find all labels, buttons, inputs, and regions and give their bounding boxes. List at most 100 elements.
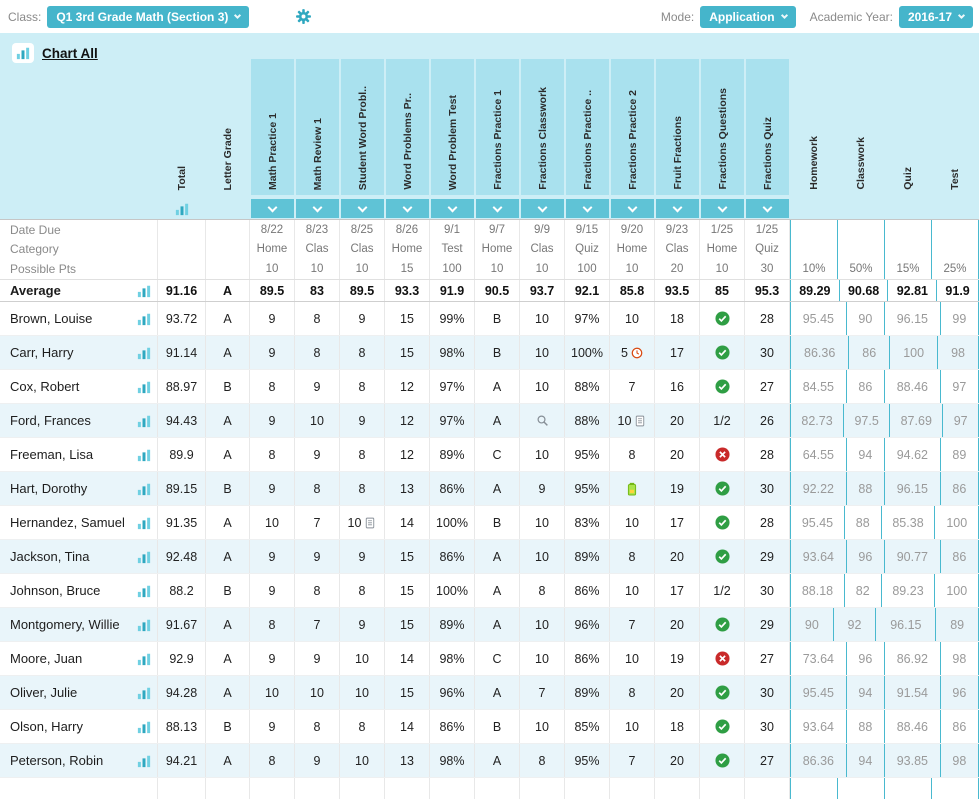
grade-cell[interactable]: 96% <box>430 676 475 709</box>
grade-cell[interactable]: 30 <box>745 710 790 743</box>
grade-cell[interactable]: 9 <box>295 642 340 675</box>
grade-cell[interactable]: 13 <box>385 744 430 777</box>
grade-cell[interactable]: 89% <box>565 540 610 573</box>
grade-cell[interactable]: 10 <box>340 744 385 777</box>
grade-cell[interactable]: 10 <box>520 642 565 675</box>
assignment-menu-button[interactable] <box>476 199 519 218</box>
student-chart-icon[interactable] <box>137 754 151 768</box>
grade-cell[interactable]: 8 <box>340 472 385 505</box>
grade-cell[interactable]: B <box>475 302 520 335</box>
mode-dropdown[interactable]: Application <box>700 5 796 28</box>
assignment-menu-button[interactable] <box>296 199 339 218</box>
grade-cell[interactable]: 28 <box>745 302 790 335</box>
grade-cell[interactable]: 27 <box>745 642 790 675</box>
grade-cell[interactable]: B <box>475 336 520 369</box>
grade-cell[interactable]: 100% <box>430 506 475 539</box>
grade-cell[interactable]: 19 <box>655 642 700 675</box>
assignment-menu-button[interactable] <box>656 199 699 218</box>
grade-cell[interactable]: 30 <box>745 574 790 607</box>
student-chart-icon[interactable] <box>137 516 151 530</box>
grade-cell[interactable]: 10 <box>520 506 565 539</box>
grade-cell[interactable]: 9 <box>250 574 295 607</box>
grade-cell[interactable]: 9 <box>295 438 340 471</box>
grade-cell[interactable]: A <box>475 574 520 607</box>
student-name-cell[interactable]: Brown, Louise <box>0 302 158 335</box>
grade-cell[interactable]: 7 <box>610 608 655 641</box>
grade-cell[interactable]: 8 <box>340 438 385 471</box>
grade-cell[interactable] <box>700 710 745 743</box>
grade-cell[interactable] <box>700 608 745 641</box>
grade-cell[interactable]: 95% <box>565 744 610 777</box>
grade-cell[interactable]: 30 <box>745 336 790 369</box>
grade-cell[interactable]: 20 <box>655 540 700 573</box>
grade-cell[interactable]: 9 <box>250 710 295 743</box>
grade-cell[interactable]: 8 <box>520 574 565 607</box>
grade-cell[interactable]: 8 <box>610 676 655 709</box>
student-chart-icon[interactable] <box>137 414 151 428</box>
grade-cell[interactable]: 29 <box>745 540 790 573</box>
grade-cell[interactable]: 8 <box>520 744 565 777</box>
grade-cell[interactable]: 28 <box>745 438 790 471</box>
grade-cell[interactable]: 8 <box>250 608 295 641</box>
grade-cell[interactable]: C <box>475 642 520 675</box>
assignment-menu-button[interactable] <box>431 199 474 218</box>
grade-cell[interactable] <box>700 506 745 539</box>
grade-cell[interactable]: 10 <box>340 642 385 675</box>
student-name-cell[interactable]: Freeman, Lisa <box>0 438 158 471</box>
grade-cell[interactable]: 89% <box>565 676 610 709</box>
grade-cell[interactable]: 12 <box>385 370 430 403</box>
grade-cell[interactable]: A <box>475 608 520 641</box>
grade-cell[interactable]: 10 <box>520 710 565 743</box>
grade-cell[interactable]: 26 <box>745 404 790 437</box>
grade-cell[interactable]: 19 <box>655 472 700 505</box>
grade-cell[interactable]: 10 <box>520 540 565 573</box>
grade-cell[interactable]: A <box>475 370 520 403</box>
grade-cell[interactable]: 89% <box>430 438 475 471</box>
grade-cell[interactable]: 10 <box>610 302 655 335</box>
grade-cell[interactable]: 10 <box>520 336 565 369</box>
grade-cell[interactable]: 15 <box>385 574 430 607</box>
grade-cell[interactable] <box>700 302 745 335</box>
student-chart-icon[interactable] <box>137 380 151 394</box>
grade-cell[interactable]: 7 <box>295 608 340 641</box>
grade-cell[interactable]: 100% <box>430 574 475 607</box>
grade-cell[interactable] <box>700 370 745 403</box>
grade-cell[interactable]: 17 <box>655 574 700 607</box>
student-name-cell[interactable]: Moore, Juan <box>0 642 158 675</box>
grade-cell[interactable]: 10 <box>520 302 565 335</box>
grade-cell[interactable]: 8 <box>610 438 655 471</box>
grade-cell[interactable]: 20 <box>655 744 700 777</box>
student-chart-icon[interactable] <box>137 550 151 564</box>
grade-cell[interactable]: 13 <box>385 472 430 505</box>
student-name-cell[interactable]: Oliver, Julie <box>0 676 158 709</box>
student-chart-icon[interactable] <box>137 312 151 326</box>
assignment-menu-button[interactable] <box>611 199 654 218</box>
assignment-menu-button[interactable] <box>251 199 294 218</box>
assignment-menu-button[interactable] <box>341 199 384 218</box>
grade-cell[interactable]: 18 <box>655 302 700 335</box>
grade-cell[interactable]: 10 <box>610 404 655 437</box>
student-name-cell[interactable]: Johnson, Bruce <box>0 574 158 607</box>
grade-cell[interactable]: 97% <box>430 404 475 437</box>
grade-cell[interactable]: 30 <box>745 676 790 709</box>
grade-cell[interactable]: 20 <box>655 404 700 437</box>
grade-cell[interactable]: 8 <box>250 744 295 777</box>
grade-cell[interactable]: 20 <box>655 608 700 641</box>
grade-cell[interactable]: 20 <box>655 676 700 709</box>
grade-cell[interactable]: 10 <box>295 676 340 709</box>
grade-cell[interactable]: 14 <box>385 506 430 539</box>
grade-cell[interactable]: 9 <box>250 404 295 437</box>
student-name-cell[interactable]: Olson, Harry <box>0 710 158 743</box>
grade-cell[interactable] <box>700 336 745 369</box>
grade-cell[interactable]: 18 <box>655 710 700 743</box>
grade-cell[interactable]: 97% <box>565 302 610 335</box>
student-name-cell[interactable]: Peterson, Robin <box>0 744 158 777</box>
grade-cell[interactable]: 9 <box>250 472 295 505</box>
assignment-menu-button[interactable] <box>701 199 744 218</box>
grade-cell[interactable]: 8 <box>295 710 340 743</box>
student-chart-icon[interactable] <box>137 652 151 666</box>
grade-cell[interactable]: 86% <box>430 540 475 573</box>
grade-cell[interactable]: 9 <box>295 744 340 777</box>
grade-cell[interactable]: A <box>475 744 520 777</box>
grade-cell[interactable]: 10 <box>250 506 295 539</box>
